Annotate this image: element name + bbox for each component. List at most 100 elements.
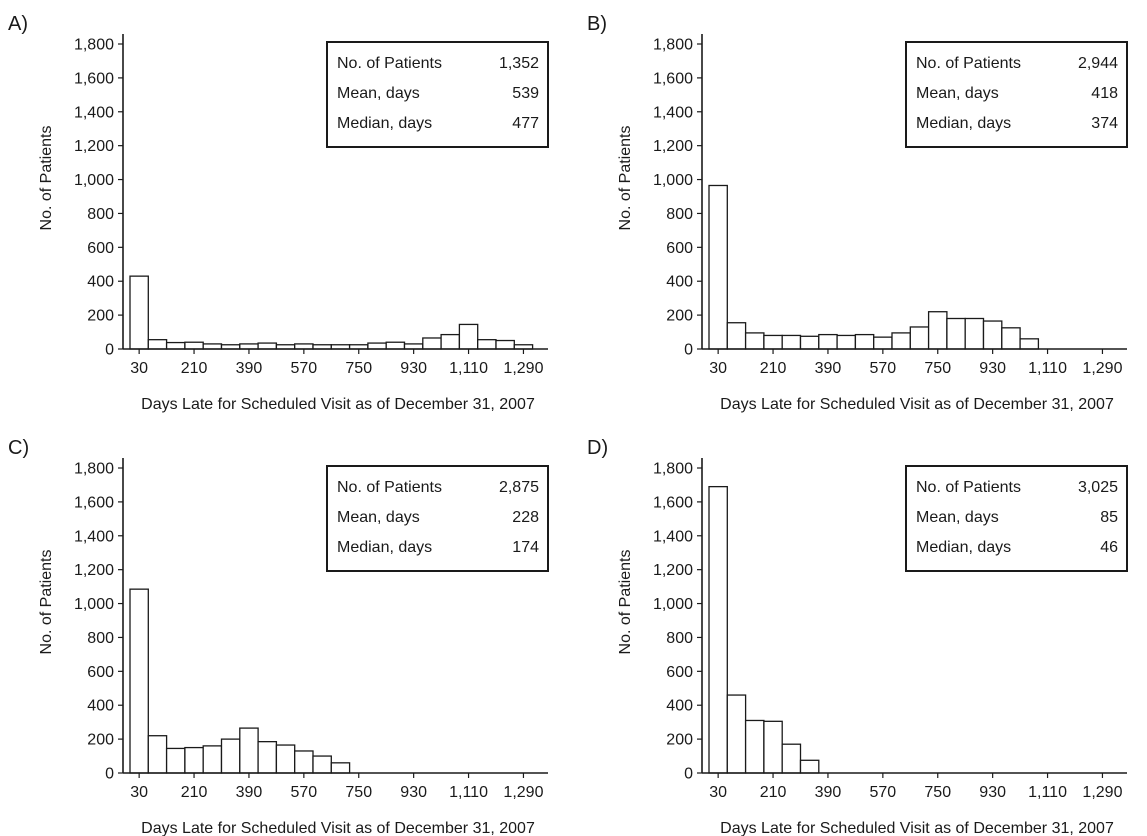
x-tick-label: 930 (979, 360, 1006, 377)
x-axis-title: Days Late for Scheduled Visit as of Dece… (141, 396, 535, 413)
stats-label: Mean, days (916, 509, 999, 526)
y-tick-label: 1,600 (653, 70, 693, 87)
y-tick-label: 1,200 (653, 562, 693, 579)
stats-box (905, 465, 1128, 572)
x-axis-title: Days Late for Scheduled Visit as of Dece… (141, 820, 535, 836)
y-tick-label: 400 (87, 274, 114, 291)
stats-value: 3,025 (1078, 479, 1118, 496)
histogram-bar (458, 323, 479, 350)
y-tick-label: 0 (105, 342, 114, 359)
x-tick-label: 1,110 (1028, 360, 1067, 377)
stats-box (905, 41, 1128, 148)
y-tick-label: 1,200 (74, 562, 114, 579)
x-tick-label: 210 (760, 360, 787, 377)
y-tick-label: 1,800 (653, 461, 693, 478)
x-tick-label: 930 (400, 784, 427, 801)
x-tick-label: 570 (290, 360, 317, 377)
histogram-bar (708, 485, 728, 774)
panel-b: B) 0 200 400 600 800 1,000 1,200 1,400 1,600 1,800… (587, 13, 1128, 413)
stats-value: 2,875 (499, 479, 539, 496)
histogram-bar (367, 342, 387, 350)
y-tick-label: 1,800 (74, 37, 114, 54)
histogram-bar (818, 333, 838, 350)
stats-value: 418 (1091, 85, 1118, 102)
x-tick-label: 750 (924, 784, 951, 801)
histogram-bar (257, 342, 278, 350)
y-tick-label: 1,800 (653, 37, 693, 54)
y-tick-label: 800 (666, 630, 693, 647)
x-tick-label: 30 (130, 784, 148, 801)
histogram-bar (440, 333, 461, 350)
stats-label: No. of Patients (916, 55, 1021, 72)
y-tick-label: 1,600 (74, 70, 114, 87)
y-tick-label: 600 (666, 240, 693, 257)
x-tick-label: 570 (290, 784, 317, 801)
histogram-bar (184, 341, 204, 350)
stats-label: Median, days (337, 539, 432, 556)
y-tick-label: 800 (87, 630, 114, 647)
x-tick-label: 1,290 (1082, 360, 1122, 377)
x-tick-label: 1,110 (1028, 784, 1067, 801)
histogram-bar (891, 332, 911, 350)
histogram-bar (495, 339, 515, 350)
histogram-bar (129, 275, 149, 350)
histogram-bar (147, 735, 168, 774)
histogram-bar (946, 317, 966, 350)
y-tick-label: 1,600 (653, 494, 693, 511)
stats-label: Mean, days (337, 85, 420, 102)
stats-label: No. of Patients (916, 479, 1021, 496)
x-tick-label: 750 (345, 360, 372, 377)
x-tick-label: 390 (815, 784, 842, 801)
y-tick-label: 400 (666, 274, 693, 291)
histogram-bar (964, 317, 985, 350)
y-tick-label: 200 (666, 732, 693, 749)
panel-label: D) (587, 437, 608, 459)
x-tick-label: 390 (236, 360, 263, 377)
x-tick-label: 930 (400, 360, 427, 377)
histogram-bar (781, 334, 802, 350)
y-tick-label: 1,400 (74, 528, 114, 545)
x-tick-label: 210 (181, 360, 208, 377)
histogram-bar (275, 744, 296, 774)
y-tick-label: 1,400 (74, 104, 114, 121)
x-tick-label: 1,290 (503, 360, 543, 377)
x-tick-label: 1,110 (449, 360, 488, 377)
histogram-bar (165, 747, 186, 774)
x-tick-label: 210 (760, 784, 787, 801)
y-axis-title: No. of Patients (617, 126, 634, 231)
panel-label: B) (587, 13, 607, 35)
y-tick-label: 200 (87, 732, 114, 749)
histogram-bar (312, 755, 332, 774)
y-tick-label: 1,400 (653, 528, 693, 545)
x-tick-label: 570 (869, 360, 896, 377)
y-tick-label: 800 (87, 206, 114, 223)
histogram-bar (781, 743, 802, 774)
y-tick-label: 600 (87, 664, 114, 681)
x-tick-label: 1,290 (1082, 784, 1122, 801)
x-axis-title: Days Late for Scheduled Visit as of Dece… (720, 820, 1114, 836)
x-tick-label: 30 (709, 360, 727, 377)
x-tick-label: 930 (979, 784, 1006, 801)
stats-value: 374 (1091, 115, 1118, 132)
y-axis-title: No. of Patients (38, 550, 55, 655)
x-tick-label: 750 (345, 784, 372, 801)
x-tick-label: 30 (709, 784, 727, 801)
y-tick-label: 1,000 (74, 172, 114, 189)
x-axis-title: Days Late for Scheduled Visit as of Dece… (720, 396, 1114, 413)
stats-value: 477 (512, 115, 539, 132)
histogram-bar (744, 332, 765, 350)
stats-label: Median, days (916, 539, 1011, 556)
y-tick-label: 1,400 (653, 104, 693, 121)
y-tick-label: 400 (87, 698, 114, 715)
y-tick-label: 0 (105, 766, 114, 783)
histogram-bar (726, 322, 747, 350)
histogram-bar (873, 336, 893, 350)
stats-value: 228 (512, 509, 539, 526)
y-tick-label: 1,200 (653, 138, 693, 155)
y-tick-label: 0 (684, 766, 693, 783)
histogram-bar (477, 339, 497, 350)
histogram-bar (763, 720, 783, 774)
y-tick-label: 600 (87, 240, 114, 257)
panel-d: D) 0 200 400 600 800 1,000 1,200 1,400 1,600 1,800… (587, 437, 1128, 836)
